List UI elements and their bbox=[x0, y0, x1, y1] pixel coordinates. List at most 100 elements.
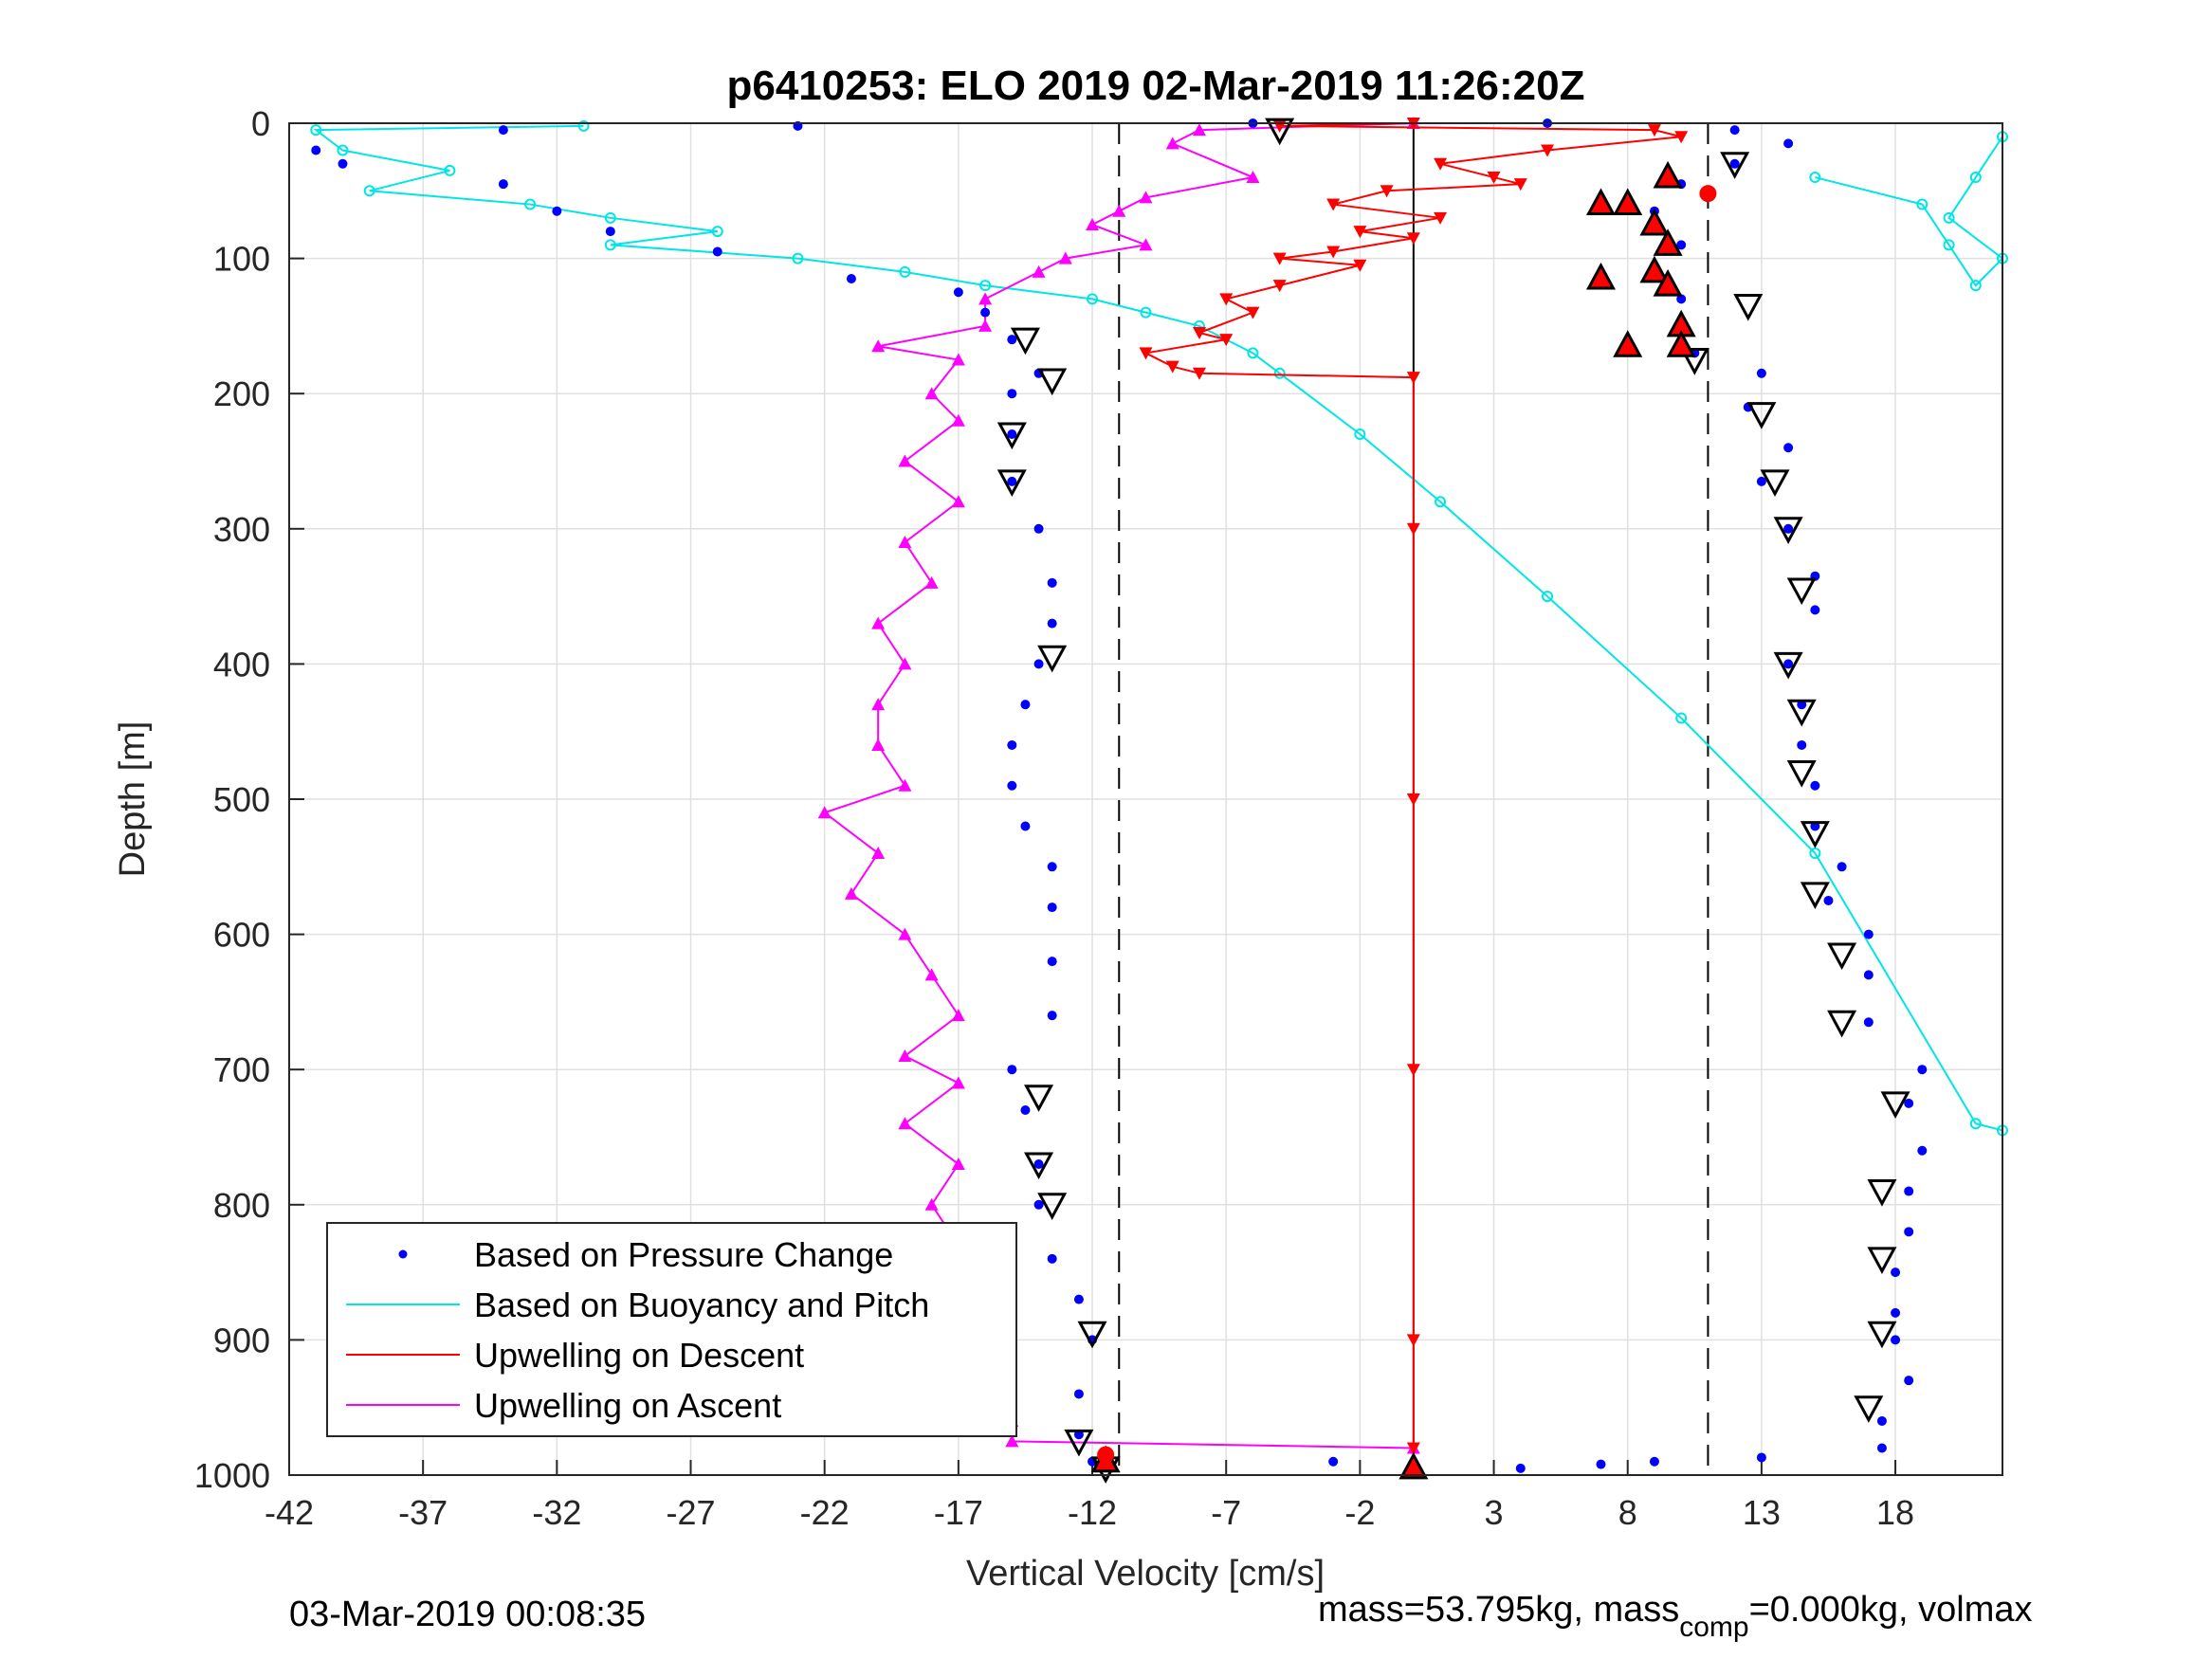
point-upwelling-descent bbox=[1487, 172, 1501, 185]
point-upwelling-ascent bbox=[1139, 191, 1153, 204]
point-pressure bbox=[1756, 368, 1766, 378]
point-upwelling-ascent bbox=[951, 495, 965, 508]
point-pressure bbox=[1073, 1294, 1084, 1304]
point-upwelling-ascent bbox=[978, 292, 993, 305]
y-tick-label: 600 bbox=[213, 916, 270, 955]
y-tick-label: 800 bbox=[213, 1186, 270, 1225]
point-upwelling-ascent bbox=[951, 1076, 965, 1089]
point-buoyancy bbox=[444, 164, 456, 176]
point-upwelling-ascent bbox=[1086, 217, 1100, 230]
point-pressure bbox=[1863, 1017, 1874, 1028]
marker-filled-triangle bbox=[1639, 208, 1670, 236]
point-buoyancy bbox=[1943, 211, 1955, 224]
point-upwelling-descent bbox=[1139, 347, 1153, 360]
x-tick-label: -7 bbox=[1211, 1493, 1241, 1532]
x-tick-label: -2 bbox=[1344, 1493, 1375, 1532]
marker-filled-triangle bbox=[1653, 268, 1683, 297]
marker-filled-triangle bbox=[1653, 160, 1683, 189]
point-buoyancy bbox=[524, 198, 537, 210]
point-buoyancy bbox=[1916, 198, 1929, 210]
point-buoyancy bbox=[1273, 367, 1286, 379]
point-upwelling-ascent bbox=[951, 1009, 965, 1022]
marker-filled-triangle bbox=[1613, 330, 1643, 357]
marker-open-triangle bbox=[1760, 469, 1790, 498]
point-upwelling-descent bbox=[1246, 306, 1260, 319]
point-pressure bbox=[1810, 780, 1820, 791]
point-upwelling-descent bbox=[1406, 522, 1420, 536]
point-upwelling-descent bbox=[1326, 198, 1341, 211]
point-pressure bbox=[1007, 476, 1017, 486]
marker-open-triangle bbox=[996, 469, 1027, 498]
point-pressure bbox=[1020, 1104, 1031, 1115]
legend-label-buoyancy: Based on Buoyancy and Pitch bbox=[474, 1285, 929, 1324]
point-pressure bbox=[1328, 1456, 1339, 1467]
marker-open-triangle bbox=[1786, 577, 1817, 606]
marker-open-triangle bbox=[1024, 1152, 1054, 1180]
marker-open-triangle bbox=[1746, 402, 1777, 429]
point-pressure bbox=[1676, 240, 1687, 250]
point-pressure bbox=[1007, 389, 1017, 399]
point-pressure bbox=[1596, 1459, 1606, 1469]
point-upwelling-ascent bbox=[817, 806, 832, 819]
point-upwelling-descent bbox=[1165, 360, 1179, 374]
footer-mass-sub: comp bbox=[1679, 1612, 1748, 1643]
x-tick-label: 18 bbox=[1876, 1493, 1914, 1532]
legend-swatch-pressure bbox=[398, 1249, 408, 1259]
point-buoyancy bbox=[1087, 293, 1099, 305]
x-axis-label: Vertical Velocity [cm/s] bbox=[966, 1554, 1325, 1594]
point-pressure bbox=[1033, 659, 1044, 669]
point-upwelling-descent bbox=[1434, 211, 1448, 225]
marker-open-triangle bbox=[1265, 118, 1295, 146]
point-pressure bbox=[1917, 1065, 1928, 1075]
point-pressure bbox=[1756, 1452, 1766, 1463]
x-tick-label: 13 bbox=[1743, 1493, 1781, 1532]
point-buoyancy bbox=[1943, 239, 1955, 251]
point-upwelling-descent bbox=[1647, 124, 1661, 137]
point-pressure bbox=[1515, 1463, 1526, 1473]
point-upwelling-ascent bbox=[951, 1158, 965, 1171]
point-pressure bbox=[1007, 739, 1017, 750]
point-upwelling-ascent bbox=[1112, 204, 1126, 217]
marker-open-triangle bbox=[1077, 1321, 1107, 1349]
point-buoyancy bbox=[337, 144, 349, 156]
point-upwelling-ascent bbox=[924, 387, 939, 400]
marker-filled-triangle bbox=[1666, 330, 1696, 357]
point-pressure bbox=[498, 179, 508, 190]
point-pressure bbox=[605, 227, 615, 237]
point-pressure bbox=[1891, 1307, 1901, 1318]
marker-filled-triangle bbox=[1613, 188, 1643, 216]
point-pressure bbox=[1729, 158, 1740, 169]
point-pressure bbox=[311, 145, 321, 155]
point-buoyancy bbox=[604, 211, 616, 224]
y-tick-label: 900 bbox=[213, 1321, 270, 1359]
y-tick-label: 400 bbox=[213, 645, 270, 684]
point-pressure bbox=[712, 246, 722, 257]
point-upwelling-descent bbox=[1192, 367, 1206, 380]
point-pressure bbox=[1797, 739, 1807, 750]
point-upwelling-descent bbox=[1406, 793, 1420, 806]
point-pressure bbox=[552, 206, 562, 216]
marker-open-triangle bbox=[1733, 294, 1764, 321]
point-pressure bbox=[1904, 1098, 1914, 1108]
chart-title: p6410253: ELO 2019 02-Mar-2019 11:26:20Z bbox=[726, 63, 1584, 109]
point-upwelling-ascent bbox=[898, 536, 912, 549]
marker-open-triangle bbox=[1786, 759, 1817, 788]
x-tick-label: 8 bbox=[1618, 1493, 1637, 1532]
x-tick-label: -17 bbox=[934, 1493, 983, 1532]
point-upwelling-descent bbox=[1406, 232, 1420, 246]
marker-open-triangle bbox=[1800, 821, 1830, 848]
point-pressure bbox=[1047, 862, 1057, 872]
point-upwelling-ascent bbox=[898, 1048, 912, 1062]
marker-open-triangle bbox=[1064, 1429, 1094, 1457]
point-buoyancy bbox=[1247, 347, 1259, 359]
point-pressure bbox=[1033, 1159, 1044, 1170]
legend-box bbox=[326, 1222, 1017, 1437]
marker-open-triangle bbox=[1037, 368, 1068, 396]
point-buoyancy bbox=[1969, 1118, 1982, 1130]
point-pressure bbox=[1810, 605, 1820, 615]
point-pressure bbox=[1020, 700, 1031, 710]
point-pressure bbox=[1756, 476, 1766, 486]
point-pressure bbox=[1047, 577, 1057, 588]
x-tick-label: -22 bbox=[800, 1493, 850, 1532]
point-upwelling-ascent bbox=[898, 927, 912, 940]
